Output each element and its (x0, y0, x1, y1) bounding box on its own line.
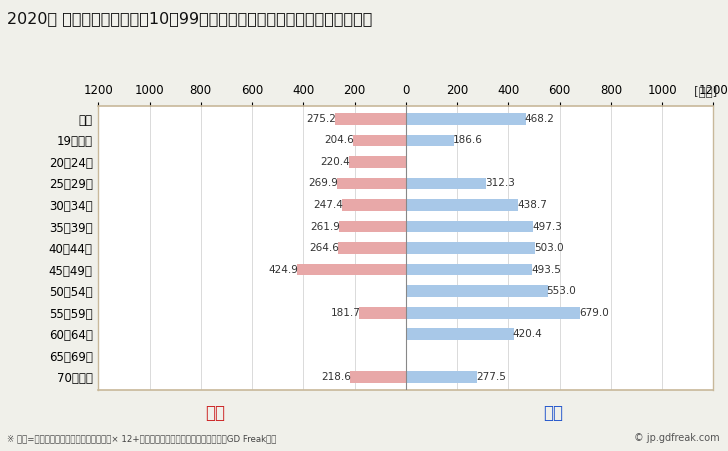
Bar (360, 307, 406, 318)
Bar (406, 285, 547, 297)
Bar (406, 242, 535, 254)
Text: 男性: 男性 (543, 404, 563, 422)
Text: 269.9: 269.9 (308, 179, 338, 189)
Bar (406, 264, 532, 276)
Bar (406, 178, 486, 189)
Text: 420.4: 420.4 (513, 329, 542, 339)
Text: 493.5: 493.5 (531, 265, 561, 275)
Bar (406, 307, 580, 318)
Text: 264.6: 264.6 (309, 243, 339, 253)
Bar (338, 242, 406, 254)
Text: 204.6: 204.6 (325, 135, 355, 145)
Text: 181.7: 181.7 (331, 308, 360, 318)
Text: 553.0: 553.0 (547, 286, 577, 296)
Bar (339, 221, 406, 232)
Text: 2020年 民間企業（従業者数10～99人）フルタイム労働者の男女別平均年収: 2020年 民間企業（従業者数10～99人）フルタイム労働者の男女別平均年収 (7, 11, 373, 26)
Text: 186.6: 186.6 (453, 135, 483, 145)
Bar (406, 221, 534, 232)
Bar (350, 371, 406, 383)
Bar (406, 134, 454, 146)
Text: [万円]: [万円] (694, 86, 717, 99)
Bar (297, 264, 406, 276)
Bar (349, 156, 406, 168)
Bar (406, 113, 526, 125)
Text: 503.0: 503.0 (534, 243, 563, 253)
Text: ※ 年収=「きまって支給する現金給与額」× 12+「年間賞与その他特別給与額」としてGD Freak推計: ※ 年収=「きまって支給する現金給与額」× 12+「年間賞与その他特別給与額」と… (7, 434, 277, 443)
Bar (406, 371, 477, 383)
Bar (336, 113, 406, 125)
Text: © jp.gdfreak.com: © jp.gdfreak.com (633, 433, 719, 443)
Text: 275.2: 275.2 (306, 114, 336, 124)
Text: 261.9: 261.9 (310, 221, 340, 231)
Text: 497.3: 497.3 (532, 221, 562, 231)
Bar (406, 328, 514, 340)
Text: 277.5: 277.5 (476, 372, 506, 382)
Text: 312.3: 312.3 (485, 179, 515, 189)
Text: 424.9: 424.9 (268, 265, 298, 275)
Text: 218.6: 218.6 (321, 372, 351, 382)
Text: 679.0: 679.0 (579, 308, 609, 318)
Bar (406, 199, 518, 211)
Bar (353, 134, 406, 146)
Text: 468.2: 468.2 (525, 114, 555, 124)
Text: 247.4: 247.4 (314, 200, 344, 210)
Text: 438.7: 438.7 (518, 200, 547, 210)
Bar (342, 199, 406, 211)
Text: 220.4: 220.4 (320, 157, 350, 167)
Text: 女性: 女性 (205, 404, 225, 422)
Bar (336, 178, 406, 189)
